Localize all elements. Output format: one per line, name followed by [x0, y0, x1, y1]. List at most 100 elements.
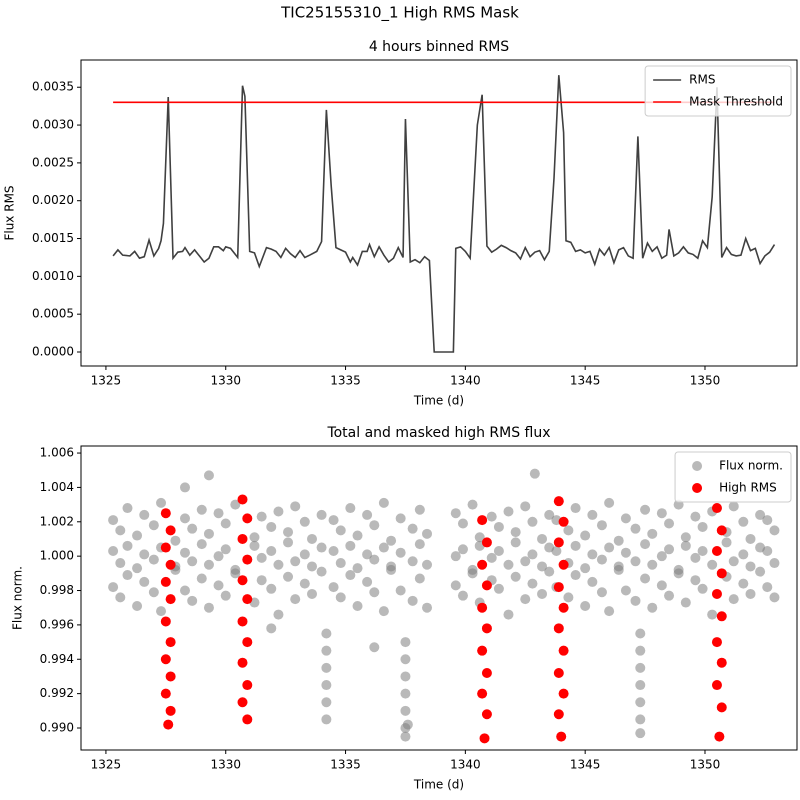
scatter-point	[160, 654, 171, 665]
y-axis-label: Flux norm.	[11, 566, 25, 630]
scatter-point	[481, 709, 492, 720]
scatter-point	[299, 549, 310, 560]
y-tick-label: 0.0010	[32, 269, 74, 283]
y-tick-label: 0.0015	[32, 231, 74, 245]
scatter-point	[450, 580, 461, 591]
scatter-point	[148, 554, 159, 565]
scatter-point	[256, 552, 267, 563]
scatter-point	[716, 657, 727, 668]
x-tick-label: 1340	[450, 758, 481, 772]
scatter-point	[680, 540, 691, 551]
scatter-point	[242, 680, 253, 691]
scatter-point	[132, 600, 143, 611]
scatter-point	[477, 645, 488, 656]
scatter-point	[220, 518, 231, 529]
scatter-point	[762, 582, 773, 593]
scatter-point	[345, 570, 356, 581]
y-axis-label: Flux RMS	[3, 185, 17, 240]
scatter-point	[179, 547, 190, 558]
x-tick-label: 1340	[450, 374, 481, 388]
scatter-point	[196, 573, 207, 584]
scatter-point	[160, 508, 171, 519]
scatter-point	[160, 542, 171, 553]
scatter-point	[220, 544, 231, 555]
scatter-point	[755, 509, 766, 520]
scatter-point	[362, 509, 373, 520]
scatter-point	[187, 523, 198, 534]
scatter-point	[570, 503, 581, 514]
scatter-point	[721, 537, 732, 548]
scatter-point	[477, 559, 488, 570]
y-tick-label: 0.0005	[32, 307, 74, 321]
y-tick-label: 0.990	[40, 721, 74, 735]
scatter-point	[604, 497, 615, 508]
y-tick-label: 0.996	[40, 617, 74, 631]
scatter-point	[635, 628, 646, 639]
series-line	[112, 75, 776, 353]
scatter-point	[414, 573, 425, 584]
scatter-point	[551, 545, 562, 556]
scatter-point	[179, 513, 190, 524]
scatter-point	[321, 645, 332, 656]
scatter-point	[563, 525, 574, 536]
scatter-point	[647, 602, 658, 613]
plot-area	[112, 75, 776, 353]
scatter-point	[711, 588, 722, 599]
scatter-point	[640, 539, 651, 550]
scatter-point	[335, 525, 346, 536]
scatter-point	[527, 578, 538, 589]
scatter-point	[537, 561, 548, 572]
scatter-point	[527, 516, 538, 527]
scatter-point	[474, 532, 485, 543]
scatter-point	[400, 671, 411, 682]
x-tick-label: 1335	[330, 758, 361, 772]
scatter-point	[213, 580, 224, 591]
scatter-point	[656, 580, 667, 591]
scatter-point	[635, 697, 646, 708]
scatter-point	[707, 609, 718, 620]
scatter-point	[122, 570, 133, 581]
scatter-point	[520, 594, 531, 605]
scatter-point	[139, 576, 150, 587]
scatter-point	[510, 527, 521, 538]
y-tick-label: 1.000	[40, 549, 74, 563]
scatter-point	[335, 558, 346, 569]
scatter-point	[321, 680, 332, 691]
scatter-point	[230, 499, 241, 510]
scatter-point	[755, 566, 766, 577]
scatter-point	[321, 714, 332, 725]
scatter-point	[386, 561, 397, 572]
scatter-point	[139, 549, 150, 560]
scatter-point	[230, 564, 241, 575]
scatter-point	[108, 582, 119, 593]
scatter-point	[690, 575, 701, 586]
scatter-point	[242, 714, 253, 725]
scatter-point	[544, 566, 555, 577]
scatter-point	[148, 520, 159, 531]
scatter-point	[613, 561, 624, 572]
scatter-point	[273, 506, 284, 517]
scatter-point	[529, 468, 540, 479]
scatter-point	[690, 511, 701, 522]
scatter-point	[369, 520, 380, 531]
scatter-point	[115, 525, 126, 536]
scatter-point	[558, 559, 569, 570]
y-tick-label: 0.998	[40, 583, 74, 597]
scatter-point	[335, 592, 346, 603]
scatter-point	[656, 551, 667, 562]
scatter-point	[493, 521, 504, 532]
legend-swatch	[692, 461, 703, 471]
scatter-point	[680, 597, 691, 608]
scatter-point	[165, 525, 176, 536]
scatter-point	[400, 688, 411, 699]
scatter-point	[316, 566, 327, 577]
scatter-point	[450, 508, 461, 519]
scatter-point	[716, 525, 727, 536]
scatter-point	[156, 606, 167, 617]
scatter-point	[414, 539, 425, 550]
scatter-point	[486, 511, 497, 522]
scatter-point	[481, 580, 492, 591]
scatter-point	[527, 549, 538, 560]
scatter-point	[716, 611, 727, 622]
scatter-point	[580, 530, 591, 541]
